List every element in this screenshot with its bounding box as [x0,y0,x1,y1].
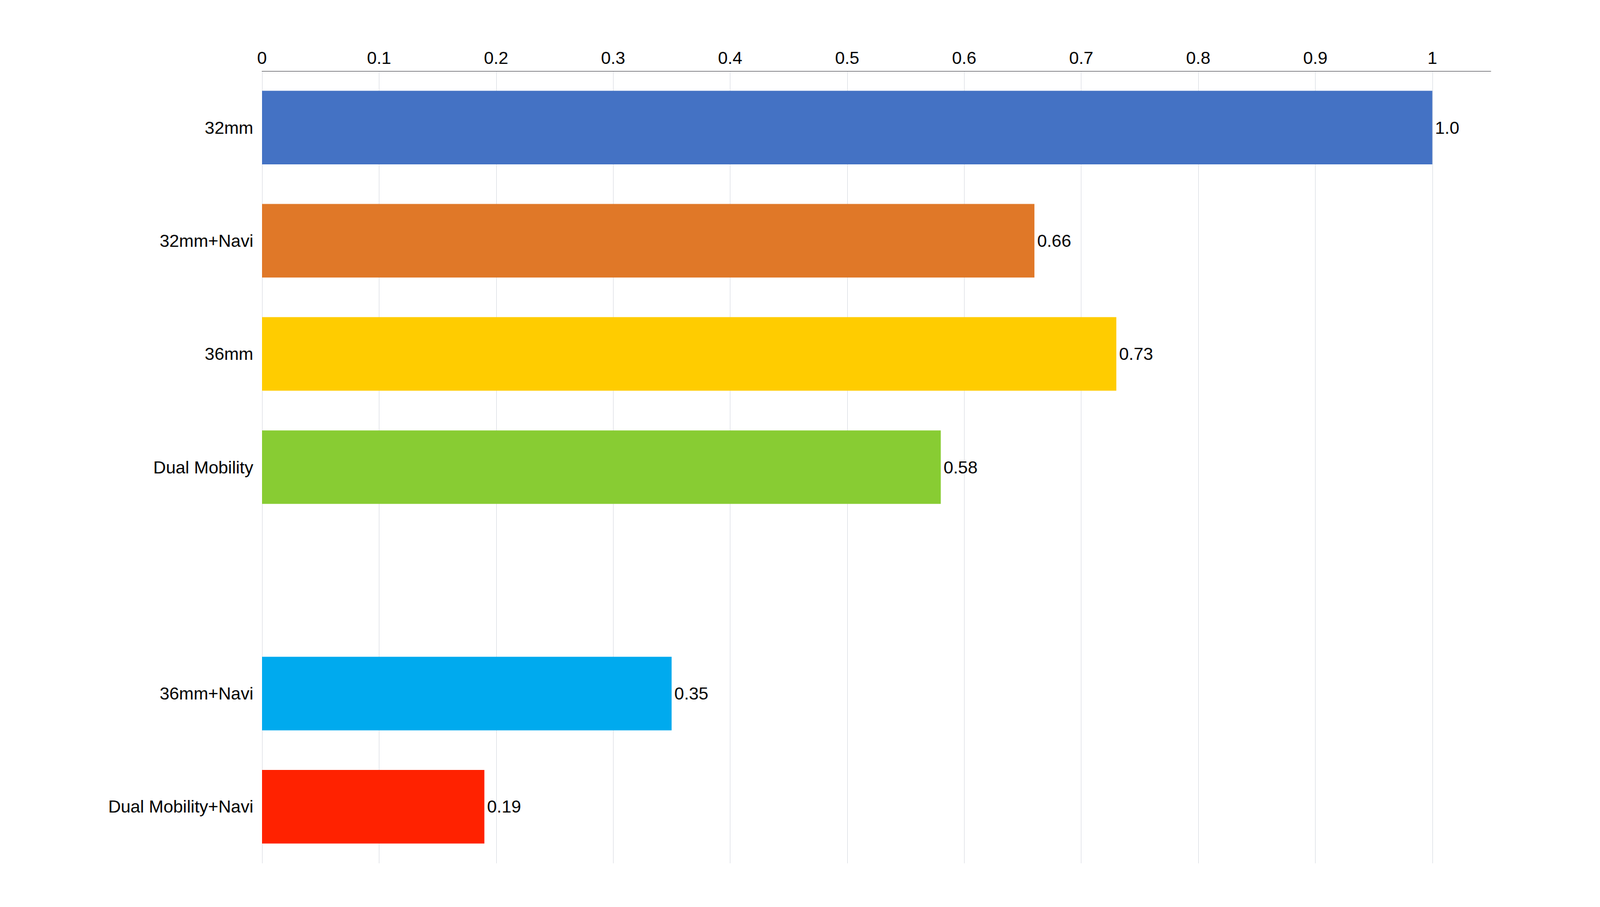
svg-text:32mm+Navi: 32mm+Navi [159,230,254,251]
svg-text:Dual Mobility: Dual Mobility [153,457,254,478]
svg-text:0.19: 0.19 [486,796,521,817]
svg-text:0.35: 0.35 [674,683,709,704]
svg-text:0.58: 0.58 [943,457,978,478]
svg-text:0.2: 0.2 [484,48,509,68]
svg-text:0.1: 0.1 [366,48,391,68]
svg-text:0.9: 0.9 [1303,48,1328,68]
svg-text:Dual Mobility+Navi: Dual Mobility+Navi [108,796,254,817]
svg-text:36mm: 36mm [204,343,254,364]
svg-text:36mm+Navi: 36mm+Navi [159,683,254,704]
svg-text:0.73: 0.73 [1119,343,1153,364]
svg-text:0.8: 0.8 [1186,48,1211,68]
svg-text:0.6: 0.6 [952,48,977,68]
svg-text:0.5: 0.5 [835,48,860,68]
svg-text:0.7: 0.7 [1068,48,1093,68]
svg-text:1.0: 1.0 [1435,117,1460,138]
svg-text:0.3: 0.3 [601,48,626,68]
svg-text:0: 0 [257,48,267,68]
svg-text:32mm: 32mm [204,117,254,138]
svg-text:0.66: 0.66 [1037,230,1072,251]
svg-text:0.4: 0.4 [717,48,742,68]
svg-text:1: 1 [1427,48,1438,68]
